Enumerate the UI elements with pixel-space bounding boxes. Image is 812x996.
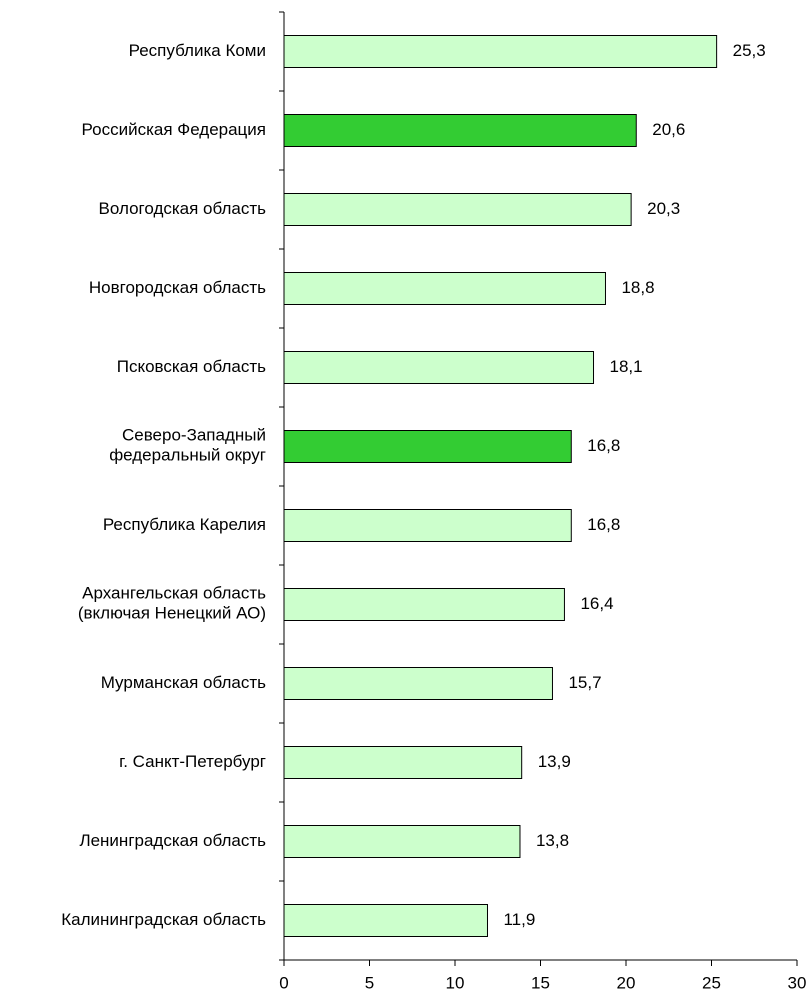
category-label: Республика Карелия xyxy=(103,515,266,534)
category-label: г. Санкт-Петербург xyxy=(119,752,266,771)
bar xyxy=(283,272,606,305)
value-label: 15,7 xyxy=(568,673,601,692)
x-tick-label: 0 xyxy=(279,973,288,992)
x-tick-label: 5 xyxy=(365,973,374,992)
category-label: Псковская область xyxy=(117,357,266,376)
bar xyxy=(283,904,488,937)
x-tick-label: 20 xyxy=(617,973,636,992)
category-label: Архангельская область (включая Ненецкий А… xyxy=(78,584,266,623)
category-label: Калининградская область xyxy=(61,910,266,929)
value-label: 18,8 xyxy=(621,278,654,297)
bar xyxy=(283,509,572,542)
value-label: 13,9 xyxy=(538,752,571,771)
category-label: Вологодская область xyxy=(99,199,267,218)
category-label: Ленинградская область xyxy=(79,831,266,850)
category-label: Северо-Западный федеральный округ xyxy=(109,426,266,465)
value-label: 25,3 xyxy=(733,41,766,60)
value-label: 13,8 xyxy=(536,831,569,850)
category-label: Российская Федерация xyxy=(82,120,266,139)
bar xyxy=(283,430,572,463)
bar xyxy=(283,114,637,147)
value-label: 16,4 xyxy=(580,594,613,613)
bar xyxy=(283,667,553,700)
value-label: 16,8 xyxy=(587,515,620,534)
bar xyxy=(283,35,718,68)
value-label: 18,1 xyxy=(610,357,643,376)
bar xyxy=(283,351,595,384)
bar xyxy=(283,193,632,226)
value-label: 16,8 xyxy=(587,436,620,455)
bar xyxy=(283,588,565,621)
value-label: 20,6 xyxy=(652,120,685,139)
value-label: 11,9 xyxy=(503,910,535,929)
category-label: Новгородская область xyxy=(89,278,266,297)
x-tick-label: 10 xyxy=(446,973,465,992)
value-label: 20,3 xyxy=(647,199,680,218)
bar xyxy=(283,746,523,779)
category-label: Республика Коми xyxy=(129,41,266,60)
bar xyxy=(283,825,521,858)
category-label: Мурманская область xyxy=(101,673,266,692)
x-tick-label: 25 xyxy=(702,973,721,992)
x-tick-label: 15 xyxy=(531,973,550,992)
x-tick-label: 30 xyxy=(788,973,807,992)
